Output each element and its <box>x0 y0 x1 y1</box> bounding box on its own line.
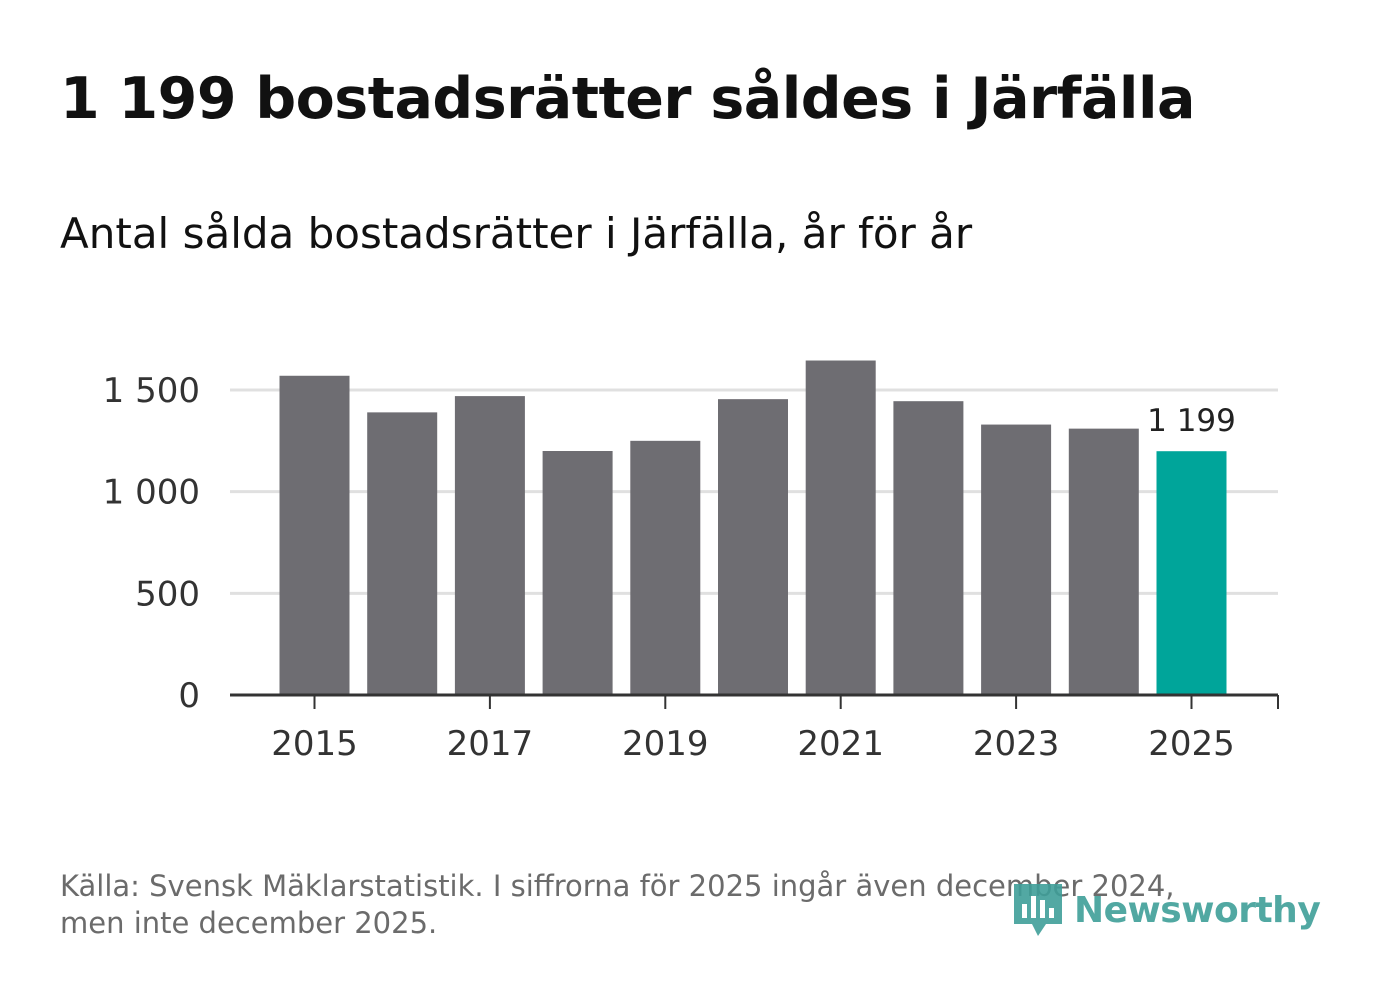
x-tick-label: 2025 <box>1148 724 1235 764</box>
bar-2021 <box>805 360 876 695</box>
bar-2022 <box>893 401 964 695</box>
bar-2025 <box>1156 451 1227 695</box>
bar-2015 <box>279 375 350 695</box>
x-tick-label: 2015 <box>271 724 358 764</box>
newsworthy-logo: Newsworthy <box>1012 882 1321 938</box>
bar-2023 <box>981 424 1052 695</box>
chart-subtitle: Antal sålda bostadsrätter i Järfälla, år… <box>60 209 973 258</box>
x-tick-label: 2023 <box>973 724 1060 764</box>
x-tick-label: 2017 <box>447 724 534 764</box>
axes <box>230 693 1279 709</box>
bar-2024 <box>1068 428 1139 695</box>
y-tick-label: 1 500 <box>103 371 200 411</box>
source-note-line-1: Källa: Svensk Mäklarstatistik. I siffror… <box>60 869 1175 903</box>
bar-2017 <box>454 396 525 695</box>
chart-title: 1 199 bostadsrätter såldes i Järfälla <box>60 66 1195 132</box>
bar-2018 <box>542 451 613 695</box>
y-tick-label: 500 <box>135 574 200 614</box>
data-label-highlight: 1 199 <box>1147 403 1236 439</box>
bars <box>279 360 1227 695</box>
bar-2016 <box>367 412 438 695</box>
bar-2020 <box>718 399 788 695</box>
bar-chart: 0 500 1 000 1 500 1 199 2015 2017 2019 2021 2023 2… <box>103 360 1279 764</box>
bar-2019 <box>630 440 701 695</box>
labels: 0 500 1 000 1 500 1 199 2015 2017 2019 2021 2023 2… <box>103 371 1236 764</box>
newsworthy-logo-icon <box>1014 884 1062 936</box>
logo-text: Newsworthy <box>1074 889 1321 931</box>
x-tick-label: 2021 <box>797 724 884 764</box>
x-tick-label: 2019 <box>622 724 709 764</box>
y-tick-label: 1 000 <box>103 473 200 513</box>
source-note-line-2: men inte december 2025. <box>60 906 438 940</box>
y-tick-label: 0 <box>178 676 200 716</box>
source-note: Källa: Svensk Mäklarstatistik. I siffror… <box>60 868 1260 942</box>
